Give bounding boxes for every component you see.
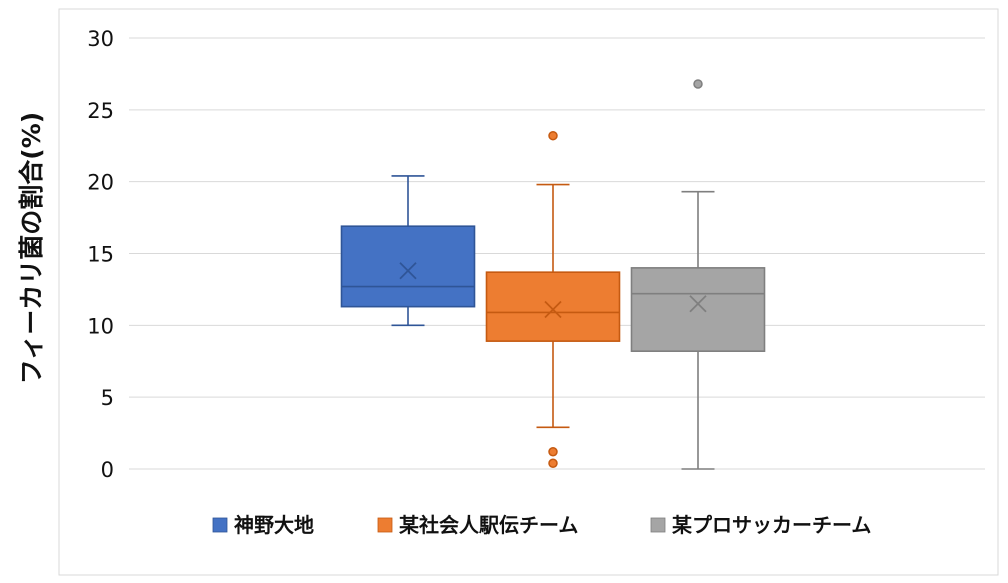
- y-tick-label: 10: [87, 314, 114, 338]
- legend-swatch: [212, 517, 228, 533]
- iqr-box: [340, 225, 476, 308]
- y-tick-label: 0: [101, 458, 114, 482]
- gridlines: [129, 37, 985, 470]
- mean-marker: [399, 262, 417, 280]
- legend-item-3: 某プロサッカーチーム: [650, 513, 871, 537]
- legend-swatch: [377, 517, 393, 533]
- legend-label: 某社会人駅伝チーム: [399, 513, 578, 537]
- legend-swatch: [650, 517, 666, 533]
- y-axis-label: フィーカリ菌の割合(%): [17, 112, 46, 384]
- y-tick-label: 30: [87, 27, 114, 51]
- y-tick-label: 20: [87, 171, 114, 195]
- y-tick-label: 5: [101, 386, 114, 410]
- legend-label: 某プロサッカーチーム: [672, 513, 871, 537]
- outlier-point: [548, 130, 558, 141]
- y-axis-ticks: 0 5 10 15 20 25 30: [87, 27, 114, 482]
- box-series-1: [340, 175, 476, 327]
- outlier-point: [548, 447, 558, 457]
- iqr-box: [485, 271, 621, 342]
- box-series: [340, 79, 766, 470]
- mean-marker: [544, 300, 562, 319]
- y-tick-label: 15: [87, 243, 114, 267]
- mean-marker: [689, 295, 707, 313]
- legend-item-1: 神野大地: [212, 513, 314, 537]
- outlier-point: [693, 79, 703, 89]
- legend-item-2: 某社会人駅伝チーム: [377, 513, 578, 537]
- legend: 神野大地 某社会人駅伝チーム 某プロサッカーチーム: [212, 513, 871, 537]
- iqr-box: [630, 267, 766, 352]
- y-tick-label: 25: [87, 99, 114, 123]
- legend-label: 神野大地: [234, 513, 314, 537]
- box-series-2: [485, 130, 621, 469]
- box-series-3: [630, 79, 766, 470]
- outlier-point: [548, 458, 558, 469]
